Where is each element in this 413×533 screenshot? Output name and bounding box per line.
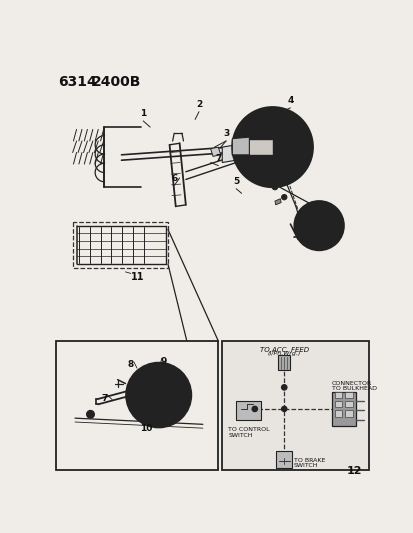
Text: TO ACC. FEED: TO ACC. FEED — [259, 346, 308, 352]
Circle shape — [308, 216, 328, 236]
Polygon shape — [276, 450, 291, 468]
Text: 6: 6 — [171, 174, 177, 182]
Circle shape — [268, 143, 276, 151]
Polygon shape — [344, 401, 352, 407]
Circle shape — [135, 372, 181, 418]
Circle shape — [126, 363, 191, 427]
Polygon shape — [331, 392, 356, 426]
Polygon shape — [334, 401, 342, 407]
Polygon shape — [236, 401, 260, 419]
Polygon shape — [344, 410, 352, 417]
Polygon shape — [210, 147, 220, 156]
Text: TO BRAKE: TO BRAKE — [293, 458, 324, 463]
Circle shape — [86, 410, 94, 418]
Polygon shape — [55, 341, 218, 470]
Text: 10: 10 — [140, 424, 152, 433]
Polygon shape — [278, 355, 290, 370]
Text: (I/Pn.Wrg.): (I/Pn.Wrg.) — [267, 351, 300, 356]
Circle shape — [281, 385, 286, 390]
Circle shape — [281, 195, 286, 200]
Text: 7: 7 — [101, 393, 107, 402]
Circle shape — [247, 123, 297, 172]
Text: 11: 11 — [131, 272, 144, 282]
Polygon shape — [344, 392, 352, 398]
Circle shape — [152, 389, 164, 401]
Text: 12: 12 — [346, 466, 362, 476]
Circle shape — [272, 184, 277, 190]
Circle shape — [263, 138, 281, 156]
Circle shape — [255, 130, 289, 164]
Text: SWITCH: SWITCH — [293, 463, 317, 468]
Circle shape — [145, 381, 172, 409]
Polygon shape — [274, 199, 280, 205]
Text: TO BULKHEAD: TO BULKHEAD — [331, 386, 375, 391]
Text: 6314: 6314 — [58, 75, 97, 88]
Text: 2: 2 — [195, 100, 202, 109]
Polygon shape — [334, 410, 342, 417]
Circle shape — [240, 115, 304, 180]
Text: 3: 3 — [223, 129, 229, 138]
Circle shape — [232, 107, 312, 187]
Polygon shape — [232, 139, 272, 155]
Polygon shape — [232, 137, 249, 155]
Text: 8: 8 — [127, 360, 133, 369]
Polygon shape — [334, 392, 342, 398]
Polygon shape — [222, 145, 236, 163]
Text: 5: 5 — [233, 176, 239, 185]
Text: 9: 9 — [161, 357, 167, 366]
Text: CONNECTOR: CONNECTOR — [331, 381, 371, 386]
Circle shape — [294, 201, 343, 251]
Text: 4: 4 — [287, 96, 293, 105]
Circle shape — [281, 406, 286, 411]
Circle shape — [314, 221, 323, 230]
Text: TO CONTROL
SWITCH: TO CONTROL SWITCH — [228, 427, 269, 438]
Polygon shape — [222, 341, 368, 470]
Text: 7: 7 — [215, 154, 221, 163]
Text: 2400B: 2400B — [92, 75, 141, 88]
Circle shape — [301, 209, 335, 243]
Text: 1: 1 — [140, 109, 146, 118]
Circle shape — [252, 406, 257, 411]
